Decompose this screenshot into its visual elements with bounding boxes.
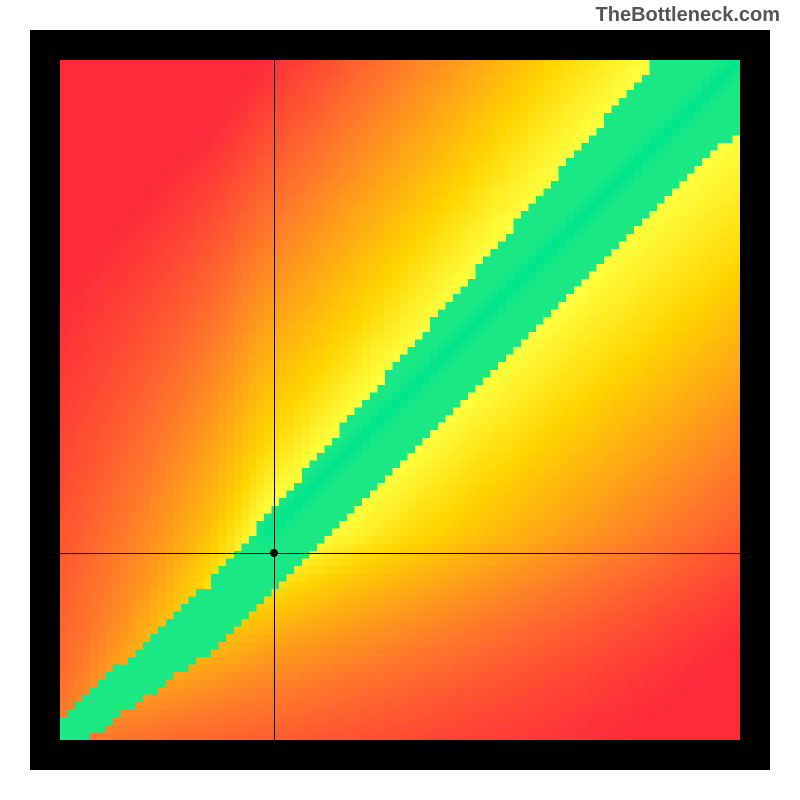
- crosshair-vertical: [274, 60, 275, 740]
- crosshair-horizontal: [60, 553, 740, 554]
- watermark-text: TheBottleneck.com: [596, 4, 780, 27]
- marker-dot: [270, 549, 278, 557]
- root-container: TheBottleneck.com: [0, 0, 800, 800]
- plot-frame: [30, 30, 770, 770]
- heatmap-canvas: [60, 60, 740, 740]
- plot-area: [60, 60, 740, 740]
